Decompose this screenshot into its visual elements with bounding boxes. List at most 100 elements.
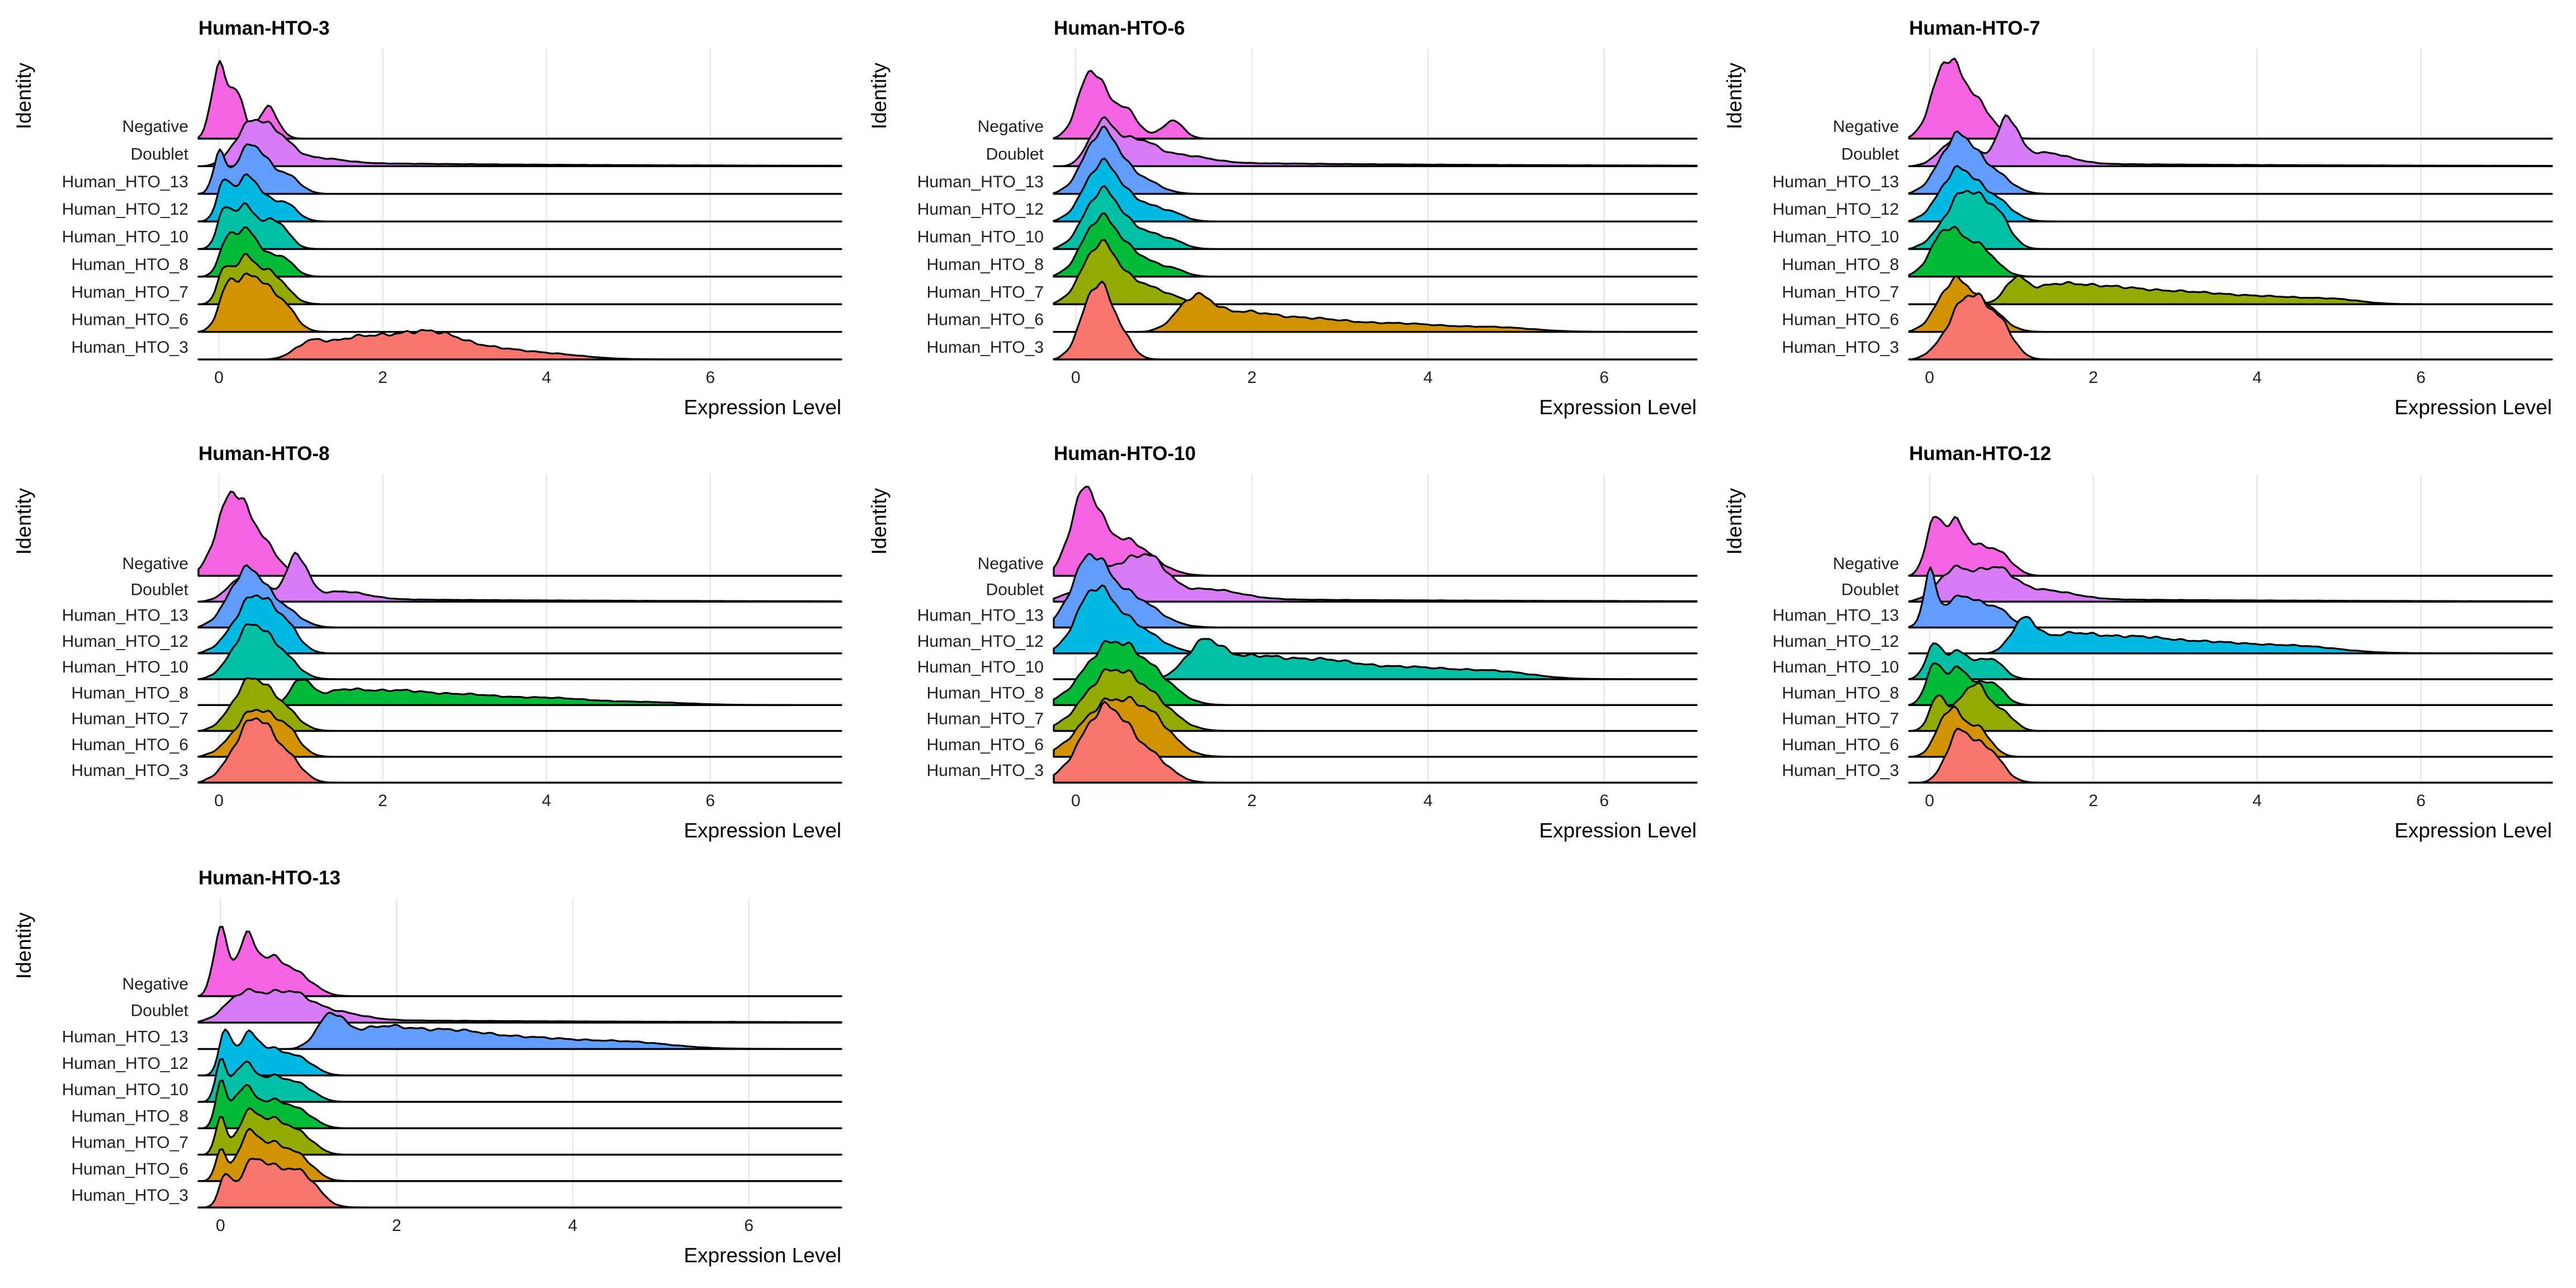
x-tick-label: 2: [378, 792, 387, 810]
panel-title: Human-HTO-10: [1054, 443, 1196, 465]
category-label: Doublet: [986, 145, 1044, 163]
panel-title: Human-HTO-7: [1909, 17, 2040, 39]
x-tick-label: 0: [1071, 792, 1081, 810]
category-label: Human_HTO_7: [71, 1134, 188, 1152]
category-label: Human_HTO_6: [926, 311, 1044, 329]
category-label: Doublet: [131, 1001, 189, 1020]
x-tick-label: 2: [1247, 368, 1257, 387]
y-axis-title: Identity: [12, 63, 35, 130]
panel-title: Human-HTO-8: [198, 443, 330, 465]
category-label: Human_HTO_6: [71, 736, 188, 754]
y-axis-title: Identity: [1723, 488, 1746, 555]
x-tick-label: 4: [2252, 368, 2262, 387]
panel-title: Human-HTO-13: [198, 867, 340, 889]
x-tick-label: 6: [705, 792, 715, 810]
category-label: Negative: [122, 117, 188, 136]
category-label: Negative: [1833, 117, 1899, 136]
x-tick-label: 0: [214, 368, 224, 387]
category-label: Human_HTO_10: [917, 228, 1044, 247]
category-label: Negative: [122, 975, 188, 993]
ridge-doublet: [1908, 114, 2553, 167]
x-axis-title: Expression Level: [2394, 396, 2552, 419]
category-label: Human_HTO_3: [926, 761, 1044, 780]
category-label: Human_HTO_7: [1782, 710, 1899, 728]
x-tick-label: 4: [1423, 792, 1433, 810]
x-tick-label: 4: [568, 1216, 577, 1235]
category-label: Human_HTO_8: [926, 255, 1044, 274]
category-label: Human_HTO_3: [71, 761, 188, 780]
category-label: Negative: [122, 555, 188, 573]
y-axis-title: Identity: [868, 488, 891, 555]
x-tick-label: 6: [2416, 792, 2426, 810]
category-label: Human_HTO_13: [62, 1028, 188, 1046]
category-label: Human_HTO_13: [62, 173, 188, 191]
ridge-negative: [1908, 515, 2553, 577]
ridge-doublet: [1053, 553, 1698, 603]
category-label: Human_HTO_12: [917, 632, 1044, 651]
x-axis-title: Expression Level: [684, 1244, 841, 1267]
x-tick-label: 6: [705, 368, 715, 387]
category-label: Human_HTO_3: [1782, 338, 1899, 357]
x-tick-label: 0: [1925, 368, 1934, 387]
x-tick-label: 0: [214, 792, 224, 810]
category-label: Human_HTO_6: [926, 736, 1044, 754]
category-label: Human_HTO_13: [1773, 173, 1899, 191]
category-label: Human_HTO_12: [1773, 632, 1899, 651]
ridge-negative: [197, 60, 842, 140]
category-label: Human_HTO_6: [71, 1160, 188, 1178]
panel-human-hto-10: Human-HTO-10 Identity Negative Doublet Human…: [868, 443, 1698, 842]
category-label: Doublet: [1841, 145, 1900, 163]
x-tick-label: 6: [1599, 792, 1609, 810]
panel-human-hto-13: Human-HTO-13 Identity Negative Doublet Human…: [12, 867, 842, 1267]
ridge-negative: [1053, 70, 1698, 140]
ridge-doublet: [1053, 116, 1698, 167]
category-label: Human_HTO_12: [62, 1054, 188, 1073]
category-label: Human_HTO_3: [71, 1186, 188, 1205]
category-label: Doublet: [131, 580, 189, 599]
category-label: Human_HTO_12: [1773, 200, 1899, 219]
x-tick-label: 2: [2089, 368, 2098, 387]
panel-title: Human-HTO-12: [1909, 443, 2051, 465]
category-label: Human_HTO_7: [71, 283, 188, 301]
panel-human-hto-6: Human-HTO-6 Identity Negative Doublet Human_…: [868, 17, 1698, 419]
ridge-human-hto-7: [1908, 681, 2553, 732]
category-label: Human_HTO_12: [62, 632, 188, 651]
category-label: Human_HTO_8: [926, 684, 1044, 702]
category-label: Human_HTO_3: [1782, 761, 1899, 780]
x-tick-label: 2: [378, 368, 387, 387]
panel-title: Human-HTO-3: [198, 17, 330, 39]
ridge-doublet: [197, 552, 842, 603]
x-tick-label: 6: [744, 1216, 754, 1235]
category-label: Human_HTO_10: [1773, 228, 1899, 247]
x-tick-label: 4: [542, 368, 551, 387]
ridge-human-hto-3: [197, 329, 842, 361]
category-label: Human_HTO_6: [1782, 311, 1899, 329]
ridge-doublet: [197, 988, 842, 1024]
ridge-human-hto-10: [1908, 190, 2553, 250]
category-label: Human_HTO_13: [1773, 607, 1899, 625]
ridge-human-hto-8: [197, 679, 842, 706]
x-tick-label: 2: [2089, 792, 2098, 810]
category-label: Human_HTO_12: [62, 200, 188, 219]
ridge-doublet: [197, 119, 842, 167]
ridge-human-hto-7: [197, 253, 842, 305]
category-label: Human_HTO_7: [926, 710, 1044, 728]
category-label: Doublet: [131, 145, 189, 163]
ridge-human-hto-7: [1908, 274, 2553, 305]
category-label: Human_HTO_8: [1782, 684, 1899, 702]
category-label: Human_HTO_7: [1782, 283, 1899, 301]
category-label: Negative: [978, 117, 1044, 136]
x-tick-label: 4: [1423, 368, 1433, 387]
category-label: Doublet: [986, 580, 1044, 599]
category-label: Human_HTO_10: [917, 658, 1044, 676]
category-label: Human_HTO_6: [71, 311, 188, 329]
category-label: Human_HTO_7: [926, 283, 1044, 301]
category-label: Doublet: [1841, 580, 1900, 599]
x-tick-label: 6: [2416, 368, 2426, 387]
x-tick-label: 4: [542, 792, 551, 810]
x-axis-title: Expression Level: [684, 819, 841, 842]
panel-human-hto-8: Human-HTO-8 Identity Negative Doublet Human_…: [12, 443, 842, 842]
category-label: Human_HTO_13: [917, 173, 1044, 191]
ridge-negative: [197, 926, 842, 997]
